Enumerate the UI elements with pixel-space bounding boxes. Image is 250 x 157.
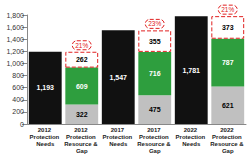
svg-text:475: 475 (149, 106, 161, 113)
svg-text:1,600: 1,600 (6, 24, 24, 31)
svg-text:21%: 21% (221, 6, 234, 13)
svg-text:609: 609 (76, 83, 88, 90)
svg-text:Protection: Protection (66, 134, 97, 140)
svg-text:2022: 2022 (220, 127, 235, 133)
svg-text:Protection: Protection (30, 134, 61, 140)
svg-text:Protection: Protection (176, 134, 207, 140)
svg-text:2017: 2017 (147, 127, 162, 133)
svg-text:Resource &: Resource & (137, 141, 172, 147)
svg-text:Gap: Gap (76, 148, 88, 154)
svg-text:1,400: 1,400 (6, 36, 24, 43)
svg-text:1,200: 1,200 (6, 48, 24, 55)
svg-text:1,000: 1,000 (6, 60, 24, 67)
svg-text:600: 600 (12, 84, 24, 91)
svg-text:21%: 21% (75, 42, 88, 49)
svg-text:Resource &: Resource & (64, 141, 99, 147)
svg-text:Protection: Protection (212, 134, 243, 140)
svg-text:Protection: Protection (139, 134, 170, 140)
svg-text:322: 322 (76, 111, 88, 118)
svg-text:23%: 23% (148, 20, 161, 27)
svg-text:200: 200 (12, 108, 24, 115)
svg-text:0: 0 (20, 121, 24, 128)
svg-text:2022: 2022 (184, 127, 199, 133)
svg-text:1,547: 1,547 (109, 74, 127, 82)
svg-text:Protection: Protection (103, 134, 134, 140)
svg-text:2012: 2012 (38, 127, 53, 133)
svg-text:355: 355 (149, 38, 161, 45)
svg-text:262: 262 (76, 56, 88, 63)
svg-text:373: 373 (222, 24, 234, 31)
svg-text:Needs: Needs (109, 141, 128, 147)
svg-text:400: 400 (12, 96, 24, 103)
svg-text:1,193: 1,193 (36, 84, 54, 92)
svg-text:2012: 2012 (74, 127, 89, 133)
svg-text:621: 621 (222, 102, 234, 109)
svg-text:Needs: Needs (182, 141, 201, 147)
svg-text:1,781: 1,781 (182, 67, 200, 75)
svg-text:Gap: Gap (222, 148, 234, 154)
svg-text:716: 716 (149, 70, 161, 77)
svg-text:787: 787 (222, 59, 234, 66)
svg-text:2017: 2017 (111, 127, 126, 133)
svg-text:800: 800 (12, 72, 24, 79)
svg-text:1,800: 1,800 (6, 12, 24, 19)
svg-text:Gap: Gap (149, 148, 161, 154)
svg-text:Resource &: Resource & (210, 141, 245, 147)
svg-text:Needs: Needs (36, 141, 55, 147)
